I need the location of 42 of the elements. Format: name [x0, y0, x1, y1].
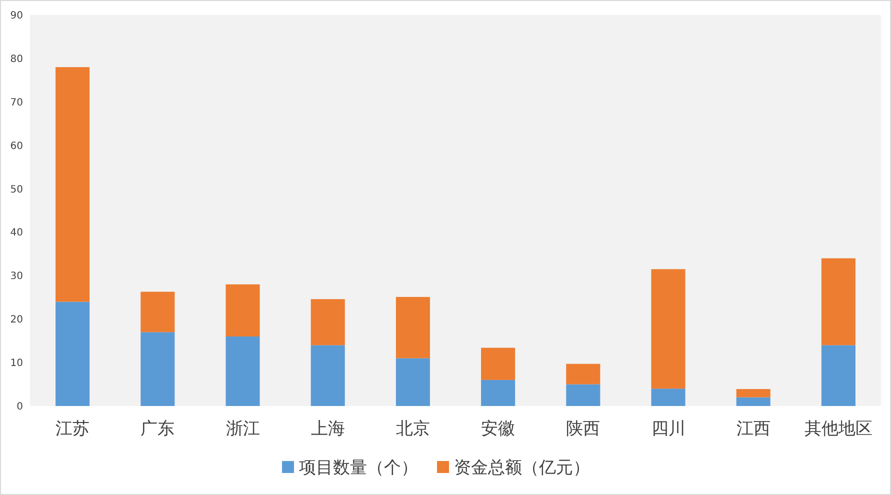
legend-label: 项目数量（个）: [299, 458, 418, 478]
x-tick-label: 广东: [140, 419, 175, 439]
bar: [226, 336, 260, 406]
y-tick-label: 50: [10, 184, 23, 196]
bar: [396, 296, 430, 358]
bar: [651, 388, 686, 406]
bar: [821, 345, 856, 406]
bar: [736, 397, 770, 406]
y-tick-label: 20: [10, 314, 23, 326]
y-tick-label: 10: [10, 358, 23, 370]
y-tick-label: 70: [10, 97, 23, 108]
x-tick-label: 浙江: [226, 419, 260, 439]
bar: [566, 364, 600, 384]
y-tick-label: 0: [16, 402, 23, 412]
bar: [651, 269, 686, 389]
x-tick-label: 上海: [310, 419, 345, 439]
bar: [736, 389, 770, 398]
y-tick-label: 80: [10, 54, 23, 65]
y-tick-label: 40: [10, 228, 23, 239]
bar: [566, 384, 600, 406]
bar: [56, 302, 90, 406]
legend-label: 资金总额（亿元）: [454, 458, 590, 478]
x-tick-label: 四川: [651, 419, 686, 439]
x-tick-label: 其他地区: [804, 419, 872, 439]
x-tick-label: 安徽: [481, 419, 516, 439]
x-tick-label: 江西: [736, 419, 770, 439]
y-tick-label: 90: [10, 10, 23, 22]
bar: [481, 348, 516, 380]
bar: [140, 292, 175, 332]
x-tick-label: 陕西: [566, 419, 600, 439]
x-tick-label: 北京: [396, 419, 430, 439]
bar: [226, 284, 260, 336]
bar: [56, 67, 90, 302]
x-tick-label: 江苏: [56, 419, 90, 439]
bar: [310, 299, 345, 346]
bar: [821, 258, 856, 346]
bar: [481, 380, 516, 406]
y-tick-label: 30: [10, 271, 23, 282]
bar: [140, 332, 175, 406]
bar: [310, 345, 345, 406]
y-tick-label: 60: [10, 140, 23, 152]
bar: [396, 358, 430, 406]
